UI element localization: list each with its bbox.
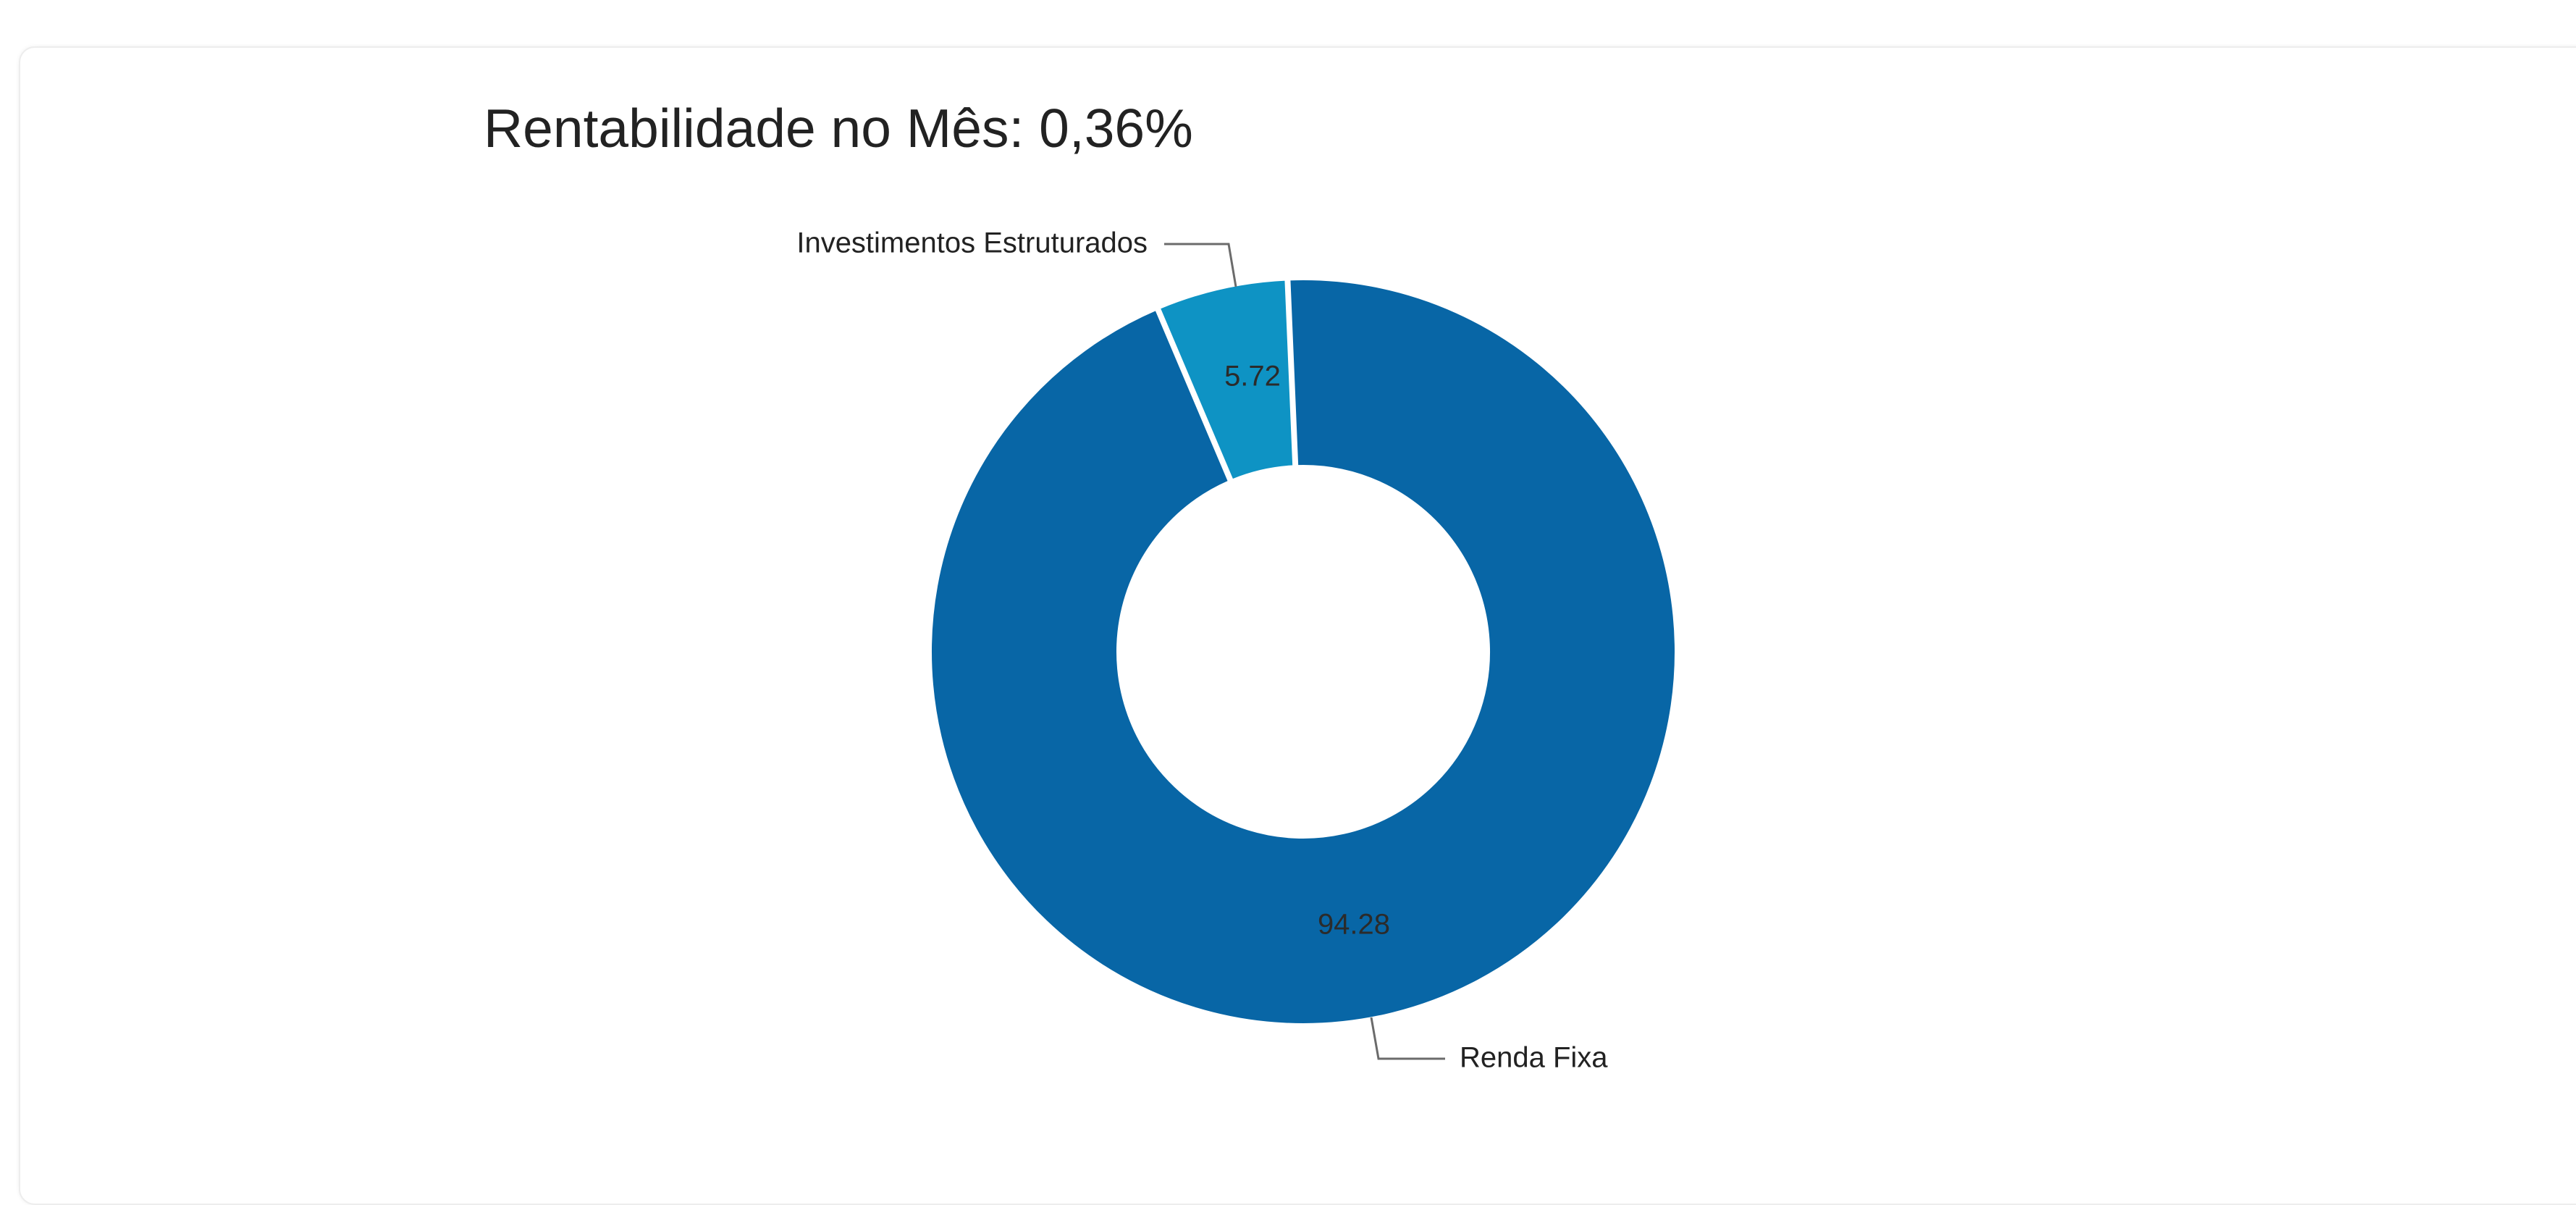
leader-line-investimentos-estruturados <box>1164 243 1237 287</box>
donut-chart: 5.72 94.28 Investimentos Estruturados Re… <box>796 227 1676 1074</box>
slice-renda-fixa[interactable] <box>930 279 1676 1025</box>
value-label-renda-fixa: 94.28 <box>1318 909 1390 941</box>
value-label-investimentos-estruturados: 5.72 <box>1224 361 1281 392</box>
leader-line-renda-fixa <box>1370 1017 1445 1060</box>
donut-slices <box>930 279 1676 1025</box>
chart-title: Rentabilidade no Mês: 0,36% <box>484 98 1193 159</box>
leader-lines: Investimentos Estruturados Renda Fixa <box>796 227 1608 1074</box>
slice-label-renda-fixa: Renda Fixa <box>1460 1042 1608 1074</box>
slice-value-labels: 5.72 94.28 <box>1224 361 1390 941</box>
slice-label-investimentos-estruturados: Investimentos Estruturados <box>796 227 1148 259</box>
slice-investimentos-estruturados[interactable] <box>1158 279 1295 481</box>
